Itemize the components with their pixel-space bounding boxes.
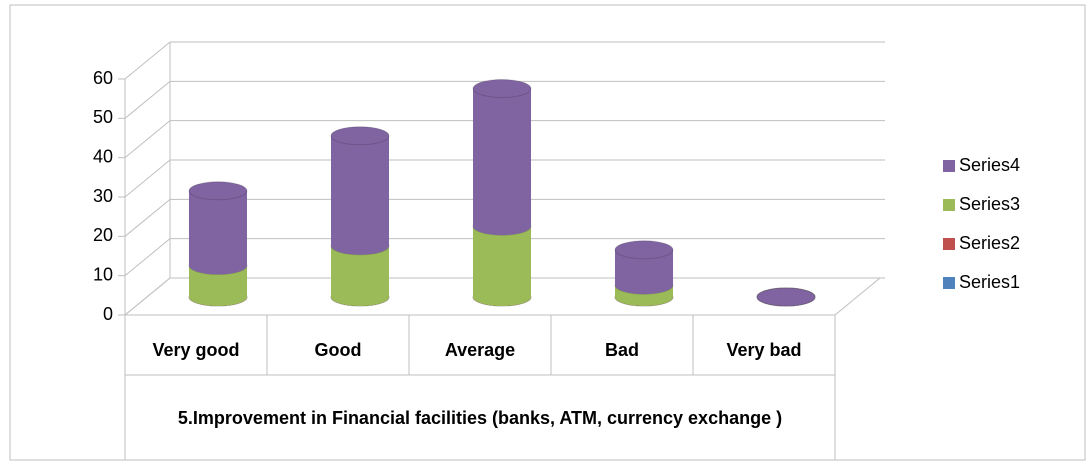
x-tick-label: Average xyxy=(445,340,515,360)
cylinder-body xyxy=(189,190,247,275)
legend-swatch xyxy=(943,199,955,211)
legend-label: Series4 xyxy=(959,155,1020,175)
y-tick-label: 50 xyxy=(93,107,113,127)
grid-line xyxy=(124,277,171,316)
x-tick-label: Good xyxy=(315,340,362,360)
cylinder-body xyxy=(331,245,389,306)
grid-line xyxy=(124,80,171,119)
cylinder-segment xyxy=(614,240,674,295)
y-tick-label: 10 xyxy=(93,264,113,284)
legend-label: Series3 xyxy=(959,194,1020,214)
legend-swatch xyxy=(943,238,955,250)
cylinder-top xyxy=(472,79,532,99)
cylinder-body xyxy=(189,265,247,306)
grid-line xyxy=(124,120,171,159)
x-tick-label: Very bad xyxy=(726,340,801,360)
legend-swatch xyxy=(943,160,955,172)
grid-line xyxy=(124,198,171,237)
x-tick-label: Bad xyxy=(605,340,639,360)
y-tick-label: 0 xyxy=(103,304,113,324)
y-tick-label: 60 xyxy=(93,68,113,88)
x-group-label: 5.Improvement in Financial facilities (b… xyxy=(177,408,783,428)
y-tick-label: 40 xyxy=(93,146,113,166)
cylinder-body xyxy=(473,226,531,306)
cylinder-top xyxy=(330,126,390,146)
cylinder-top xyxy=(188,181,248,201)
cylinder-body xyxy=(615,249,673,295)
x-tick-label: Very good xyxy=(152,340,239,360)
grid-line xyxy=(124,159,171,198)
cylinder-segment xyxy=(756,287,816,307)
grid-line xyxy=(124,41,171,80)
legend-label: Series2 xyxy=(959,233,1020,253)
legend-label: Series1 xyxy=(959,272,1020,292)
cylinder-body xyxy=(331,135,389,255)
cylinder-top xyxy=(614,240,674,260)
grid-line xyxy=(124,238,171,277)
cylinder-body xyxy=(473,88,531,236)
cylinder-top xyxy=(756,287,816,307)
cylinder-segment xyxy=(188,181,248,275)
legend-swatch xyxy=(943,277,955,289)
y-tick-label: 20 xyxy=(93,225,113,245)
cylinder-segment xyxy=(472,79,532,236)
y-tick-label: 30 xyxy=(93,186,113,206)
cylinder-segment xyxy=(330,126,390,255)
